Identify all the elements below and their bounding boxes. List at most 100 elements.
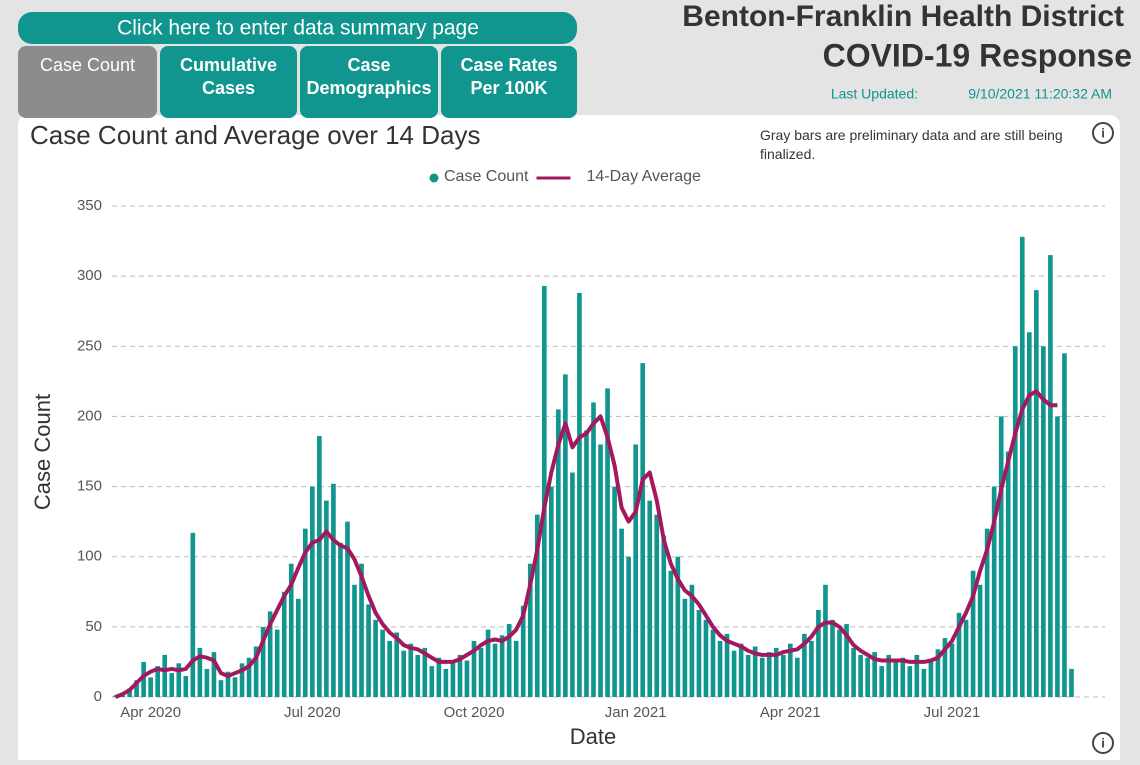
info-icon-glyph[interactable]: i	[1101, 125, 1105, 140]
bar	[499, 635, 505, 697]
bar	[267, 611, 273, 697]
bar	[310, 486, 315, 697]
bar	[253, 646, 259, 697]
bar	[696, 610, 702, 697]
bar	[865, 657, 870, 697]
bar	[1026, 332, 1032, 697]
x-tick-label: Apr 2021	[760, 704, 821, 721]
bar	[450, 663, 456, 697]
tab[interactable]	[300, 46, 438, 118]
bar	[858, 654, 863, 697]
bar	[387, 640, 392, 697]
bar	[928, 660, 934, 697]
info-icon-glyph[interactable]: i	[1101, 735, 1105, 750]
bar	[134, 680, 139, 697]
x-axis-title: Date	[570, 724, 616, 749]
bar	[640, 363, 646, 697]
bar	[415, 654, 421, 697]
tab[interactable]	[441, 46, 577, 118]
bar	[823, 584, 828, 697]
bar	[183, 675, 189, 697]
legend-label: 14-Day Average	[587, 168, 702, 185]
tab[interactable]	[18, 46, 157, 118]
bar	[352, 584, 357, 697]
bar	[738, 643, 744, 697]
bar	[886, 654, 892, 697]
bar	[197, 647, 203, 697]
bar	[225, 671, 231, 697]
tab-label[interactable]: Cumulative Cases	[179, 55, 278, 98]
summary-button[interactable]	[18, 12, 577, 44]
bar	[422, 647, 428, 697]
bar	[302, 528, 308, 697]
bar	[935, 649, 941, 697]
bar	[380, 629, 385, 697]
bar	[471, 640, 477, 697]
bar	[239, 663, 245, 697]
bar	[577, 292, 582, 697]
bar	[872, 652, 877, 697]
bar	[457, 654, 463, 697]
header-title: Benton-Franklin Health District	[682, 0, 1124, 33]
legend-marker	[429, 173, 439, 183]
bar	[338, 542, 343, 697]
bar	[345, 521, 350, 697]
bar	[802, 633, 807, 697]
info-icon[interactable]	[1092, 732, 1114, 754]
tab[interactable]	[160, 46, 297, 118]
x-tick-label: Apr 2020	[120, 704, 181, 721]
bar	[429, 666, 435, 697]
bar	[717, 640, 723, 697]
bar	[176, 663, 182, 697]
y-tick-label: 250	[77, 337, 102, 354]
bar	[998, 416, 1004, 697]
bar	[549, 486, 554, 697]
bar	[274, 629, 280, 697]
tab-label[interactable]: Case Demographics	[306, 55, 432, 98]
bar	[795, 657, 800, 697]
bar	[373, 619, 378, 697]
bar	[984, 528, 990, 697]
bar	[520, 605, 526, 697]
y-tick-label: 200	[77, 407, 102, 424]
x-tick-label: Jan 2021	[605, 704, 667, 721]
legend-label: Case Count	[444, 168, 529, 185]
summary-button-label[interactable]: Click here to enter data summary page	[117, 17, 479, 40]
bar	[1041, 346, 1046, 697]
bar	[752, 646, 758, 697]
last-updated-label: Last Updated:	[831, 86, 918, 102]
bar	[563, 374, 568, 697]
y-tick-label: 0	[94, 688, 102, 705]
bar	[780, 654, 786, 697]
bar	[598, 444, 603, 697]
tab-label[interactable]: Case Count	[39, 55, 136, 75]
bar	[534, 514, 540, 697]
bar	[211, 652, 217, 697]
bar	[218, 680, 224, 697]
tab-label-box: Case Count	[39, 55, 136, 75]
y-axis-title: Case Count	[30, 394, 55, 510]
bar	[443, 668, 449, 697]
bar	[661, 535, 667, 697]
y-tick-label: 50	[85, 618, 102, 635]
bar	[633, 444, 638, 697]
bar	[759, 657, 765, 697]
bar	[773, 647, 779, 697]
bar	[837, 629, 842, 697]
bar	[921, 668, 927, 697]
header-title: COVID-19 Response	[823, 37, 1132, 73]
y-tick-label: 300	[77, 267, 102, 284]
info-icon[interactable]	[1092, 122, 1114, 144]
tab-label-box: Cumulative Cases	[179, 55, 278, 98]
bar	[689, 584, 695, 697]
bar	[359, 563, 364, 697]
tab-label[interactable]: Case Rates Per 100K	[460, 55, 558, 98]
bar	[1048, 255, 1053, 697]
tab-label-box: Case Rates Per 100K	[460, 55, 558, 98]
bar	[556, 409, 561, 697]
x-tick-label: Jul 2021	[924, 704, 981, 721]
bar	[809, 640, 814, 697]
bar	[654, 514, 660, 697]
